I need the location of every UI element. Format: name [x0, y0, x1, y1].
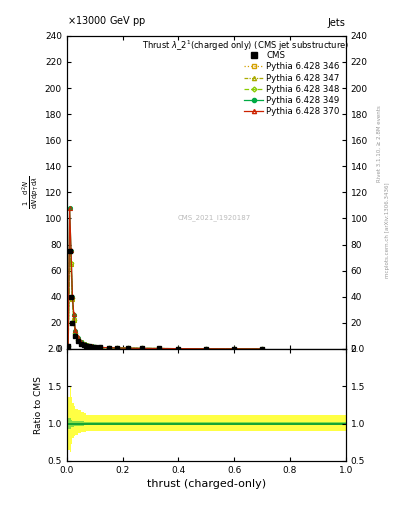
Text: CMS_2021_I1920187: CMS_2021_I1920187	[178, 214, 251, 221]
Text: $\times$13000 GeV pp: $\times$13000 GeV pp	[67, 14, 146, 28]
Legend: CMS, Pythia 6.428 346, Pythia 6.428 347, Pythia 6.428 348, Pythia 6.428 349, Pyt: CMS, Pythia 6.428 346, Pythia 6.428 347,…	[242, 50, 342, 118]
Text: mcplots.cern.ch [arXiv:1306.3436]: mcplots.cern.ch [arXiv:1306.3436]	[385, 183, 389, 278]
Text: Thrust $\lambda\_2^1$(charged only) (CMS jet substructure): Thrust $\lambda\_2^1$(charged only) (CMS…	[142, 39, 349, 53]
X-axis label: thrust (charged-only): thrust (charged-only)	[147, 479, 266, 489]
Y-axis label: $\frac{1}{\mathrm{d}N}\frac{\mathrm{d}^2 N}{\mathrm{d}p_\mathrm{T}\,\mathrm{d}\l: $\frac{1}{\mathrm{d}N}\frac{\mathrm{d}^2…	[20, 176, 40, 209]
Text: Rivet 3.1.10, ≥ 2.8M events: Rivet 3.1.10, ≥ 2.8M events	[377, 105, 382, 182]
Text: Jets: Jets	[328, 18, 346, 28]
Y-axis label: Ratio to CMS: Ratio to CMS	[35, 376, 43, 434]
